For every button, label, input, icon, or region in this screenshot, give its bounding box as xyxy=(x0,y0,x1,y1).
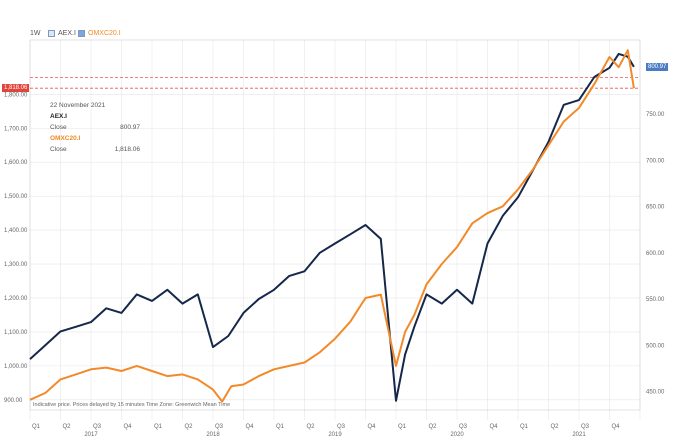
quarter-label: Q2 xyxy=(551,424,560,430)
right-tick-label: 550.00 xyxy=(646,297,665,303)
omx-swatch-icon xyxy=(78,30,85,37)
quarter-label: Q1 xyxy=(32,424,41,430)
quarter-label: Q4 xyxy=(490,424,499,430)
year-label: 2020 xyxy=(450,432,464,438)
quarter-label: Q2 xyxy=(307,424,316,430)
quarter-label: Q3 xyxy=(93,424,102,430)
left-price-flag: 1,818.06 xyxy=(2,84,30,93)
right-tick-label: 600.00 xyxy=(646,251,665,257)
right-axis: 450.00 500.00 550.00 600.00 650.00 700.00 750.… xyxy=(646,112,665,396)
aex-swatch-icon xyxy=(48,30,55,37)
quarter-label: Q4 xyxy=(612,424,621,430)
left-tick-label: 1,400.00 xyxy=(4,228,28,234)
left-tick-label: 1,200.00 xyxy=(4,296,28,302)
x-axis: Q1 Q2 Q3 Q4 Q1 Q2 Q3 Q4 Q1 Q2 Q3 Q4 Q1 Q2 Q3 Q4 Q1 Q2 Q3 Q4… xyxy=(32,424,620,438)
tooltip-omx-value: 1,818.06 xyxy=(114,146,140,153)
left-tick-label: 900.00 xyxy=(4,398,23,404)
legend-omx[interactable]: OMXC20.I xyxy=(78,30,121,37)
left-tick-label: 1,600.00 xyxy=(4,160,28,166)
left-tick-label: 1,300.00 xyxy=(4,262,28,268)
grid-layer xyxy=(29,39,641,420)
left-tick-label: 1,800.00 xyxy=(4,92,28,98)
tooltip-date: 22 November 2021 xyxy=(50,102,106,109)
quarter-label: Q4 xyxy=(246,424,255,430)
legend-aex[interactable]: AEX.I xyxy=(48,30,76,37)
right-tick-label: 750.00 xyxy=(646,112,665,118)
reference-lines xyxy=(30,76,640,89)
year-label: 2019 xyxy=(328,432,342,438)
series-line-aexi xyxy=(29,52,635,402)
year-label: 2018 xyxy=(206,432,220,438)
quarter-label: Q2 xyxy=(185,424,194,430)
quarter-label: Q4 xyxy=(368,424,377,430)
series-layer xyxy=(29,49,635,403)
quarter-label: Q3 xyxy=(215,424,224,430)
legend-aex-label: AEX.I xyxy=(58,30,76,37)
right-tick-label: 500.00 xyxy=(646,343,665,349)
quarter-label: Q2 xyxy=(429,424,438,430)
legend-omx-label: OMXC20.I xyxy=(88,30,121,37)
quarter-label: Q2 xyxy=(63,424,72,430)
year-label: 2021 xyxy=(572,432,586,438)
quarter-label: Q3 xyxy=(581,424,590,430)
quarter-label: Q1 xyxy=(520,424,529,430)
left-axis: 900.00 1,000.00 1,100.00 1,200.00 1,300.00 1,… xyxy=(4,92,28,404)
timeframe-selector[interactable]: 1W xyxy=(30,30,41,37)
series-line-omxc20i xyxy=(29,49,635,403)
footnote: Indicative price. Prices delayed by 15 m… xyxy=(33,402,231,408)
quarter-label: Q4 xyxy=(124,424,133,430)
tooltip-aex-value: 800.97 xyxy=(120,124,140,131)
data-tooltip: 22 November 2021 AEX.I Close 800.97 OMXC… xyxy=(50,100,140,155)
tooltip-omx-name: OMXC20.I xyxy=(50,135,81,142)
tooltip-aex-name: AEX.I xyxy=(50,113,67,120)
quarter-label: Q1 xyxy=(276,424,285,430)
quarter-label: Q1 xyxy=(154,424,163,430)
tooltip-aex-field: Close xyxy=(50,124,67,131)
quarter-label: Q1 xyxy=(398,424,407,430)
quarter-label: Q3 xyxy=(337,424,346,430)
tooltip-omx-field: Close xyxy=(50,146,67,153)
left-tick-label: 1,700.00 xyxy=(4,126,28,132)
plot-border xyxy=(29,39,641,411)
left-tick-label: 1,500.00 xyxy=(4,194,28,200)
right-tick-label: 650.00 xyxy=(646,205,665,211)
quarter-label: Q3 xyxy=(459,424,468,430)
timeframe-label: 1W xyxy=(30,30,41,37)
right-price-flag: 800.97 xyxy=(646,62,669,71)
left-tick-label: 1,100.00 xyxy=(4,330,28,336)
left-tick-label: 1,000.00 xyxy=(4,364,28,370)
right-tick-label: 700.00 xyxy=(646,158,665,164)
year-label: 2017 xyxy=(84,432,98,438)
right-tick-label: 450.00 xyxy=(646,390,665,396)
